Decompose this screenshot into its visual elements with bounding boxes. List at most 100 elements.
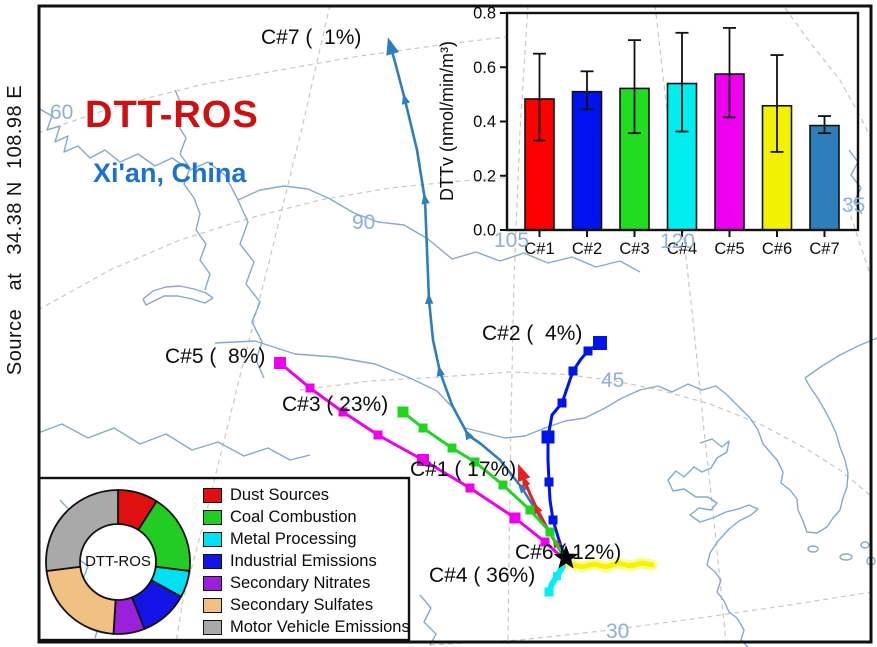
grid-label-35: 35 [842,194,866,217]
cluster-label: C#1 ( 17%) [410,458,517,481]
trajectory-marker [436,365,445,377]
source-location-label: Source at 34.38 N 108.98 E [4,84,26,376]
island [807,545,819,553]
trajectory-marker [421,193,430,205]
trajectory-marker [553,572,561,580]
cluster-label: C#3 ( 23%) [282,393,389,416]
graticule-line [429,591,873,646]
trajectory-marker [465,483,475,493]
bar-C#2 [571,90,603,231]
legend-swatch [203,619,222,635]
y-tick-label: 0.2 [473,167,496,185]
trajectory-marker [540,537,550,547]
trajectory-marker [338,407,348,417]
trajectory-marker [274,357,286,369]
trajectory-marker [541,430,555,444]
grid-label-90: 90 [352,211,376,234]
trajectory-marker [545,527,555,537]
y-tick-label: 0.4 [473,113,496,131]
trajectory-marker [517,463,531,482]
legend-label: Secondary Nitrates [230,573,371,592]
trajectory-marker [418,423,428,433]
donut-center-label: DTT-ROS [85,553,151,570]
figure-subtitle: Xi'an, China [93,158,247,188]
legend-swatch [203,553,222,569]
legend-swatch [203,531,222,547]
grid-label-30: 30 [606,620,630,643]
x-tick-label: C#2 [572,240,602,258]
bar-C#7 [809,124,840,231]
x-tick-label: C#5 [714,240,744,258]
grid-label-105: 105 [494,229,530,252]
cluster-label: C#5 ( 8%) [165,345,266,368]
x-tick-label: C#6 [762,240,792,258]
bar-C#6 [761,104,793,231]
x-tick-label: C#7 [809,240,839,258]
graticule-line [844,197,873,281]
legend-label: Coal Combustion [230,507,357,526]
legend-label: Industrial Emissions [230,551,377,570]
legend-item: Secondary Sulfates [203,594,410,616]
trajectory-marker [583,346,593,356]
trajectory-marker [548,515,558,525]
trajectory-marker [424,293,434,305]
source-star-marker [553,545,579,569]
legend-swatch [203,487,222,503]
graticule-line [299,371,873,498]
trajectory-C6 [567,560,655,570]
grid-label-120: 120 [660,230,696,253]
trajectory-marker [534,502,543,515]
legend-item: Coal Combustion [203,506,410,528]
coastline [762,377,849,534]
trajectory-marker [305,383,315,393]
cluster-label: C#6 ( 12%) [515,541,622,564]
coastline [667,438,759,647]
legend-swatch [203,597,222,613]
cluster-label: C#7 ( 1%) [261,26,362,49]
bar-y-axis-title: DTTv (nmol/min/m³) [437,41,457,201]
trajectory-marker [464,428,474,441]
trajectory-marker [509,512,521,524]
trajectory-C2 [546,341,602,563]
graticule-line [175,4,331,644]
legend-item: Secondary Nitrates [203,572,410,594]
graticule-line [654,4,727,644]
graticule-line [784,7,873,141]
trajectory-marker [525,505,535,515]
coastline [657,383,764,445]
legend-label: Secondary Sulfates [230,595,374,614]
trajectory-marker [593,336,607,350]
legend-box [37,476,411,642]
map-border [37,4,873,644]
trajectory-marker [544,477,554,487]
legend-item: Metal Processing [203,528,410,550]
trajectory-marker [417,454,429,466]
trajectory-marker [397,406,409,418]
legend-label: Motor Vehicle Emissions [230,617,410,636]
y-tick-label: 0.0 [473,222,496,240]
trajectory-marker [544,587,554,597]
island [839,553,853,561]
legend-swatch [203,575,222,591]
y-tick-label: 0.8 [473,5,496,23]
trajectory-marker [386,37,400,56]
trajectory-marker [373,430,383,440]
figure-title: DTT-ROS [85,94,259,136]
legend-item: Industrial Emissions [203,550,410,572]
legend-label: Metal Processing [230,529,357,548]
coastline [237,185,641,273]
source-legend: Dust Sources Coal Combustion Metal Process… [203,484,410,638]
trajectory-marker [568,366,578,376]
coastline [174,89,211,291]
trajectory-marker [517,482,528,494]
graticule-line [507,4,529,644]
coastline [848,149,863,215]
graticule-line [37,177,506,311]
coastline [37,107,239,201]
coastline [37,423,311,461]
trajectory-marker [498,480,508,490]
coastline [142,285,214,306]
legend-item: Dust Sources [203,484,410,506]
